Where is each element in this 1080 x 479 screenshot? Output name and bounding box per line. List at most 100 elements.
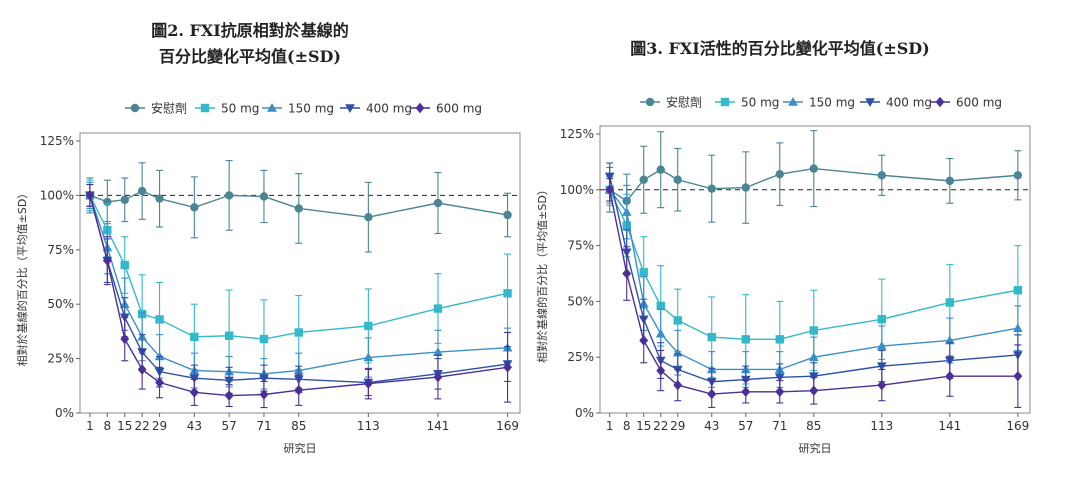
series-line xyxy=(609,189,1018,371)
data-point xyxy=(85,190,95,201)
x-tick-label: 169 xyxy=(1006,419,1029,433)
data-point xyxy=(190,332,199,342)
y-tick-label: 100% xyxy=(560,183,594,197)
data-point xyxy=(621,207,632,216)
legend-marker-diamond xyxy=(935,96,945,108)
y-axis-title: 相對於基線的百分比（平均值±SD） xyxy=(15,188,29,367)
legend-label: 50 mg xyxy=(741,96,779,110)
x-tick-label: 57 xyxy=(738,419,753,433)
series-line xyxy=(609,167,1018,202)
x-tick-label: 169 xyxy=(496,419,519,433)
y-tick-label: 75% xyxy=(47,243,74,257)
data-point xyxy=(622,268,632,279)
chart-fxi-activity: 圖3. FXI活性的百分比變化平均值(±SD) 安慰劑 50 mg 150 mg 400… xyxy=(535,39,1031,455)
series-line xyxy=(89,195,508,375)
legend: 安慰劑 50 mg 150 mg 400 mg 600 mg xyxy=(640,95,1002,110)
data-point xyxy=(155,194,164,203)
x-tick-label: 1 xyxy=(606,419,614,433)
legend-label: 150 mg xyxy=(288,102,334,116)
x-tick-label: 141 xyxy=(427,419,450,433)
legend-marker-square xyxy=(720,97,730,107)
y-tick-label: 0% xyxy=(575,406,594,420)
data-point xyxy=(876,362,887,372)
y-tick-label: 100% xyxy=(40,188,74,202)
data-point xyxy=(1013,171,1023,180)
data-point xyxy=(707,332,716,342)
legend-marker-circle xyxy=(130,103,140,113)
y-axis-title: 相對於基線的百分比（平均值±SD） xyxy=(535,184,549,363)
series-diamond xyxy=(85,183,512,409)
data-point xyxy=(809,385,819,396)
series-circle xyxy=(605,130,1023,229)
data-point xyxy=(294,328,303,337)
x-axis-title: 研究日 xyxy=(284,441,317,455)
data-point xyxy=(154,351,165,361)
x-tick-label: 113 xyxy=(357,419,380,433)
data-point xyxy=(809,164,818,173)
data-point xyxy=(877,379,887,391)
data-point xyxy=(259,374,269,384)
x-tick-label: 29 xyxy=(152,419,167,433)
data-point xyxy=(259,334,269,344)
plot-frame xyxy=(79,132,521,414)
legend-label: 150 mg xyxy=(809,96,855,110)
data-point xyxy=(155,377,164,388)
data-point xyxy=(259,192,269,201)
legend-marker-diamond xyxy=(415,102,425,114)
data-point xyxy=(363,378,373,389)
legend-label: 50 mg xyxy=(221,102,259,116)
data-point xyxy=(656,365,666,376)
data-point xyxy=(433,371,443,383)
data-point xyxy=(294,384,304,396)
legend-label: 400 mg xyxy=(366,102,412,116)
data-point xyxy=(120,333,130,345)
data-point xyxy=(503,210,512,220)
data-point xyxy=(775,169,784,179)
legend-marker-triangle-up xyxy=(788,96,798,106)
data-point xyxy=(137,364,147,375)
x-tick-label: 22 xyxy=(653,419,668,433)
x-tick-label: 22 xyxy=(135,419,150,433)
x-tick-label: 85 xyxy=(291,419,306,433)
data-point xyxy=(433,347,443,356)
legend-label: 安慰劑 xyxy=(151,101,187,116)
chart-title-line: 百分比變化平均值(±SD) xyxy=(159,47,341,66)
legend-marker-triangle-up xyxy=(267,102,277,112)
data-point xyxy=(364,321,373,331)
data-point xyxy=(774,373,785,383)
data-point xyxy=(707,184,716,193)
data-point xyxy=(945,298,955,307)
data-point xyxy=(741,183,750,192)
data-point xyxy=(1013,370,1023,382)
legend-label: 安慰劑 xyxy=(666,95,702,110)
y-tick-label: 25% xyxy=(567,350,594,364)
data-point xyxy=(155,315,164,324)
x-tick-label: 71 xyxy=(772,419,787,433)
series-line xyxy=(89,195,508,340)
chart-title-line: 圖2. FXI抗原相對於基線的 xyxy=(151,21,349,40)
x-tick-label: 141 xyxy=(938,419,961,433)
y-tick-label: 0% xyxy=(55,406,74,420)
y-tick-label: 125% xyxy=(560,127,594,141)
x-tick-label: 8 xyxy=(104,419,112,433)
data-point xyxy=(656,301,665,311)
y-tick-label: 50% xyxy=(567,294,594,308)
data-point xyxy=(877,171,887,180)
data-point xyxy=(363,352,374,362)
data-point xyxy=(809,326,818,335)
series-line xyxy=(609,189,1018,395)
data-point xyxy=(673,379,683,391)
data-point xyxy=(120,260,129,270)
data-point xyxy=(189,387,199,398)
series-diamond xyxy=(605,178,1023,408)
data-point xyxy=(224,390,234,401)
legend-marker-square xyxy=(200,103,210,113)
data-point xyxy=(137,186,147,196)
x-tick-label: 85 xyxy=(806,419,821,433)
legend-marker-triangle-down xyxy=(865,98,875,108)
plot-frame xyxy=(599,125,1031,414)
legend-marker-circle xyxy=(645,97,655,107)
legend-label: 600 mg xyxy=(956,96,1002,110)
data-point xyxy=(259,389,269,400)
